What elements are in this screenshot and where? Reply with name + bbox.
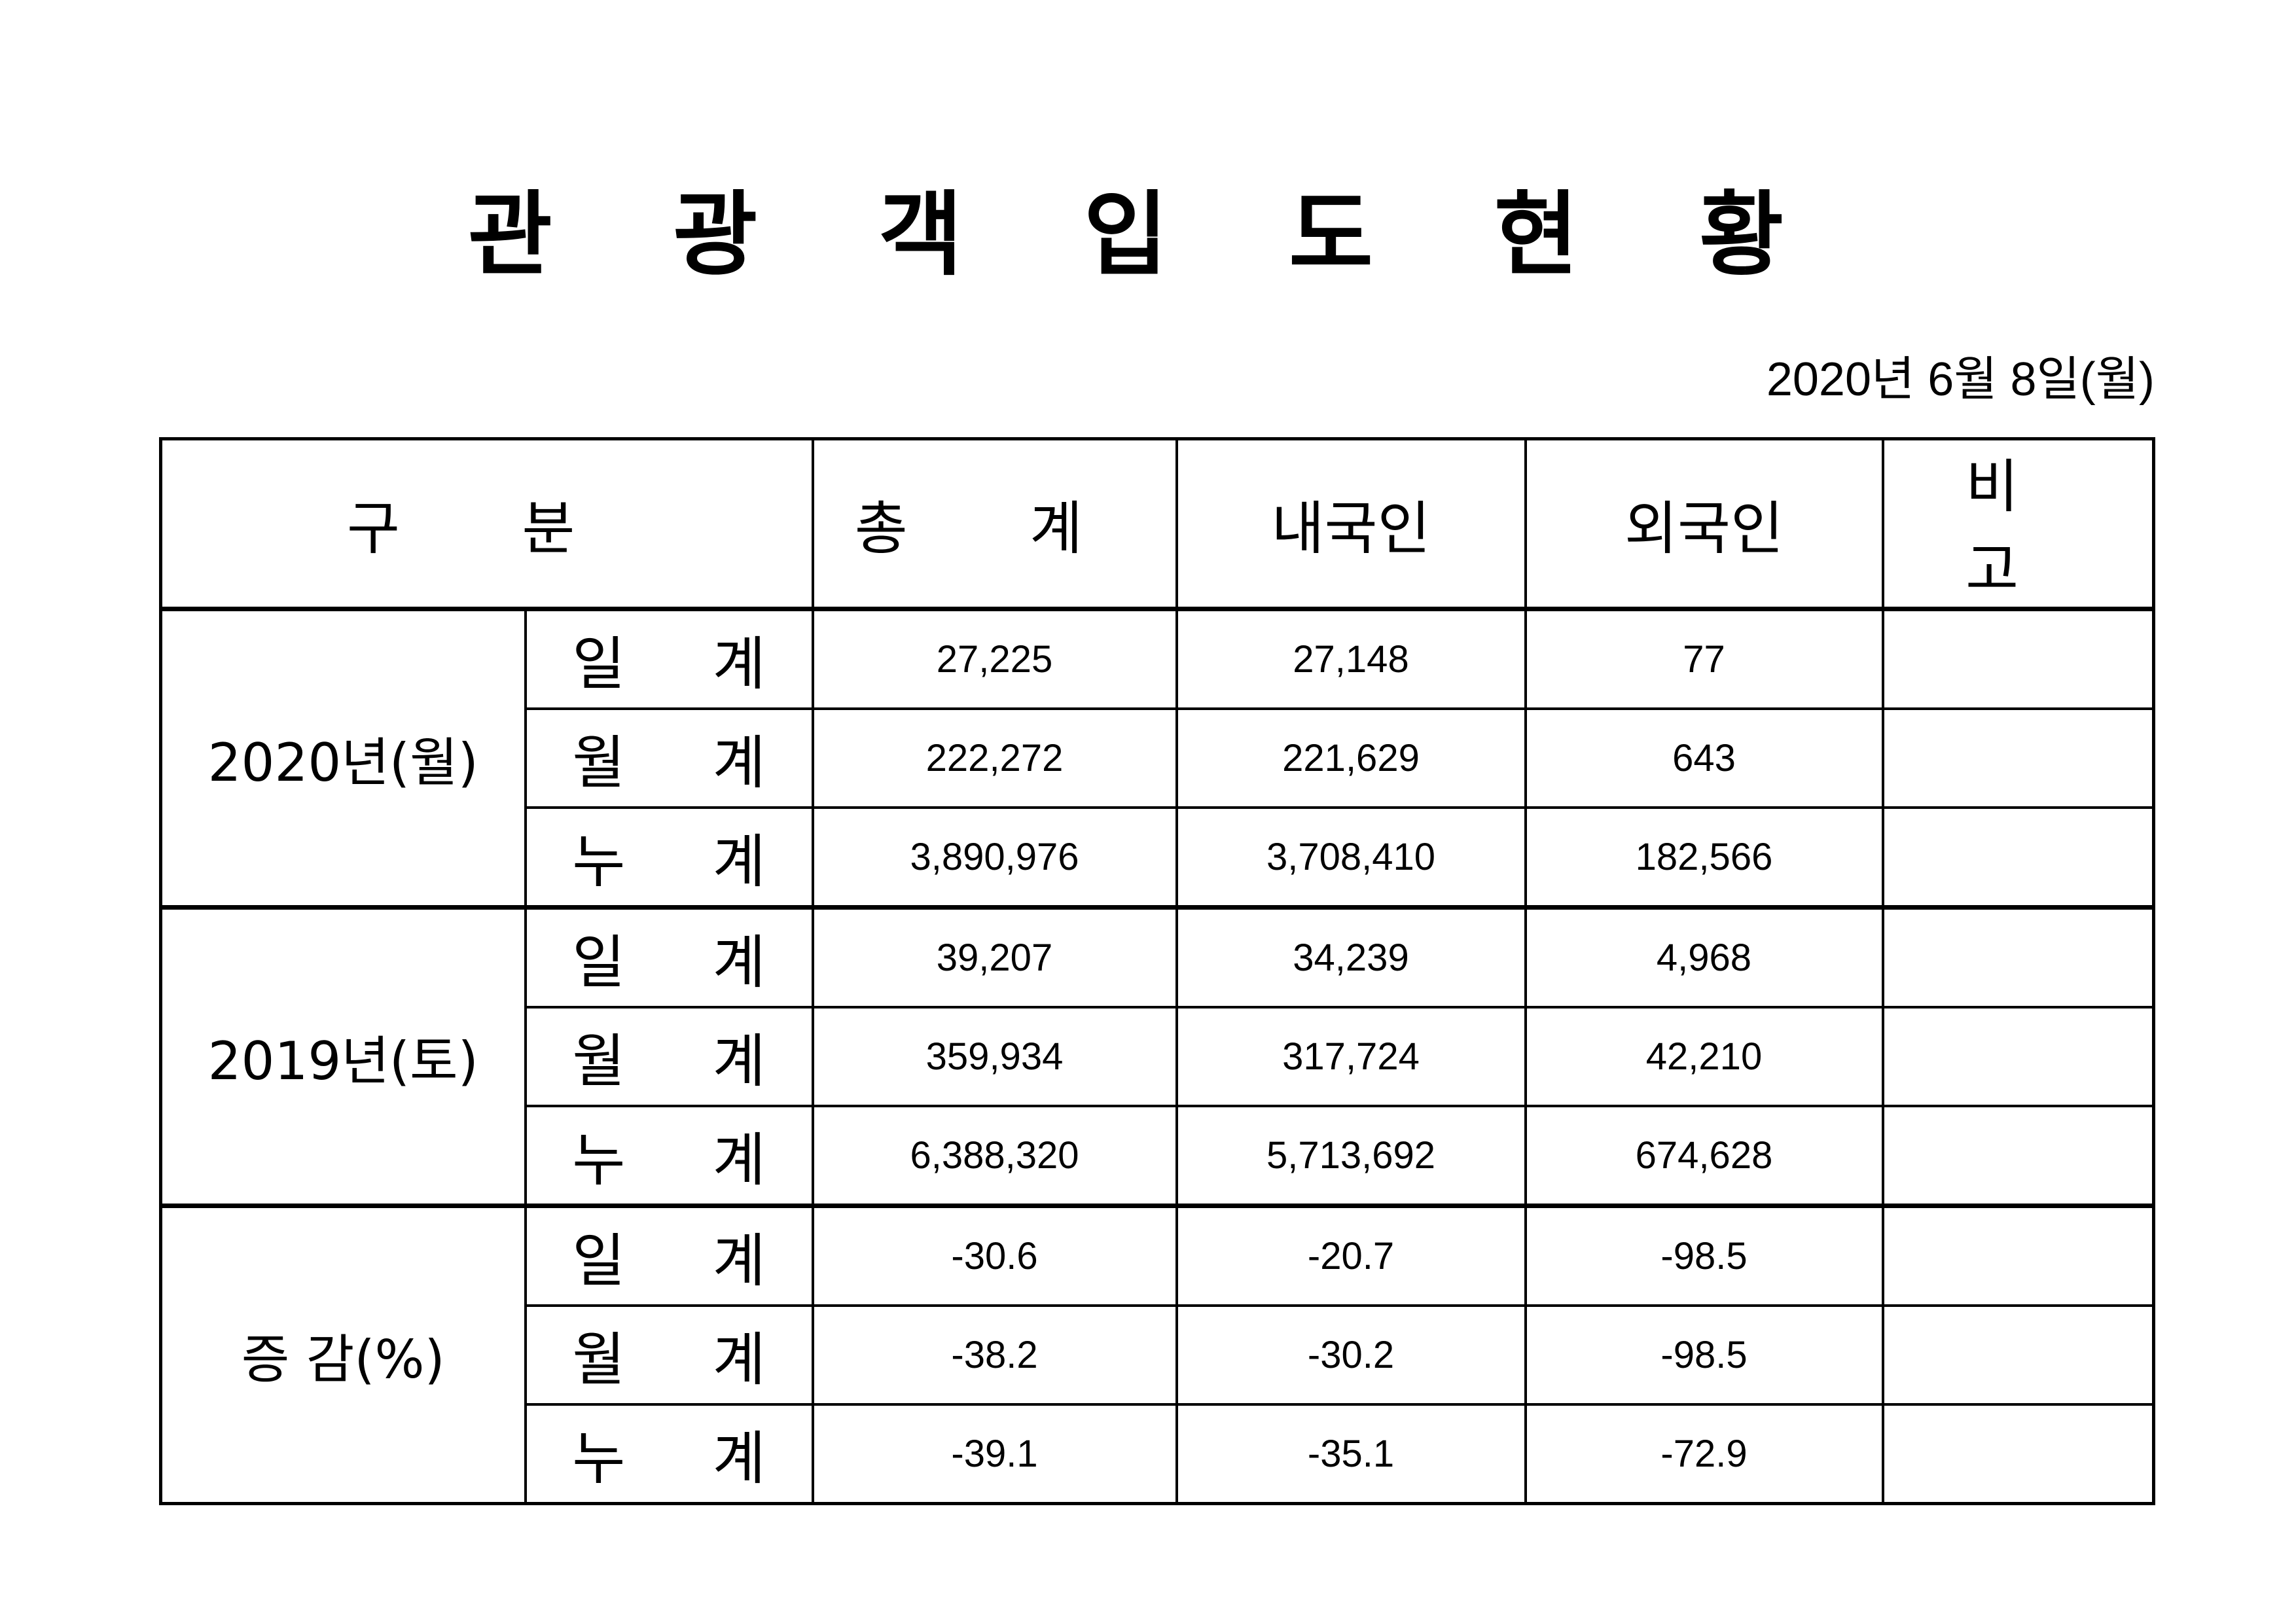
cell-total: 6,388,320 xyxy=(811,1105,1178,1207)
header-domestic: 내국인 xyxy=(1175,437,1527,611)
row-label: 월 계 xyxy=(524,1006,814,1107)
row-label: 월 계 xyxy=(524,1304,814,1406)
cell-total: 222,272 xyxy=(811,707,1178,809)
table-row: 월 계 359,934 317,724 42,210 xyxy=(161,1006,2155,1107)
tourist-arrivals-table: 구 분 총 계 내국인 외국인 비 고 2020년(월) 일 계 27,225 … xyxy=(159,437,2155,1505)
cell-foreign: -98.5 xyxy=(1524,1204,1884,1307)
cell-remarks xyxy=(1881,1304,2155,1406)
cell-domestic: 34,239 xyxy=(1175,905,1527,1008)
header-remarks: 비 고 xyxy=(1881,437,2155,611)
cell-total: 3,890,976 xyxy=(811,806,1178,909)
row-label: 누 계 xyxy=(524,1403,814,1505)
cell-remarks xyxy=(1881,806,2155,909)
cell-remarks xyxy=(1881,607,2155,710)
row-label: 월 계 xyxy=(524,707,814,809)
cell-domestic: 5,713,692 xyxy=(1175,1105,1527,1207)
cell-domestic: 27,148 xyxy=(1175,607,1527,710)
report-date: 2020년 6월 8일(월) xyxy=(1766,353,2155,406)
cell-remarks xyxy=(1881,1006,2155,1107)
cell-total: -30.6 xyxy=(811,1204,1178,1307)
cell-foreign: -72.9 xyxy=(1524,1403,1884,1505)
cell-remarks xyxy=(1881,707,2155,809)
cell-total: 39,207 xyxy=(811,905,1178,1008)
cell-foreign: 674,628 xyxy=(1524,1105,1884,1207)
cell-domestic: -20.7 xyxy=(1175,1204,1527,1307)
cell-total: -38.2 xyxy=(811,1304,1178,1406)
cell-foreign: 4,968 xyxy=(1524,905,1884,1008)
cell-domestic: 3,708,410 xyxy=(1175,806,1527,909)
group-label-2019: 2019년(토) xyxy=(159,905,527,1207)
header-row: 구 분 총 계 내국인 외국인 비 고 xyxy=(159,437,2155,611)
cell-foreign: 77 xyxy=(1524,607,1884,710)
cell-foreign: 182,566 xyxy=(1524,806,1884,909)
header-total: 총 계 xyxy=(811,437,1178,611)
table-row: 증 감(%) 일 계 -30.6 -20.7 -98.5 xyxy=(159,1204,2155,1505)
cell-remarks xyxy=(1881,1204,2155,1307)
cell-foreign: -98.5 xyxy=(1524,1304,1884,1406)
cell-total: -39.1 xyxy=(811,1403,1178,1505)
group-label-2020: 2020년(월) xyxy=(159,607,527,909)
table-row: 월 계 -38.2 -30.2 -98.5 xyxy=(161,1304,2155,1406)
table-row: 누 계 3,890,976 3,708,410 182,566 xyxy=(161,806,2155,909)
cell-total: 359,934 xyxy=(811,1006,1178,1107)
row-label: 일 계 xyxy=(524,1204,814,1307)
table-row: 2020년(월) 일 계 27,225 27,148 77 xyxy=(159,607,2155,909)
document-title: 관 광 객 입 도 현 황 xyxy=(467,182,1829,289)
cell-remarks xyxy=(1881,1403,2155,1505)
header-category: 구 분 xyxy=(159,437,814,611)
cell-remarks xyxy=(1881,1105,2155,1207)
cell-domestic: -35.1 xyxy=(1175,1403,1527,1505)
cell-foreign: 42,210 xyxy=(1524,1006,1884,1107)
table-row: 누 계 6,388,320 5,713,692 674,628 xyxy=(161,1105,2155,1207)
table-row: 누 계 -39.1 -35.1 -72.9 xyxy=(161,1403,2155,1505)
group-label-change: 증 감(%) xyxy=(159,1204,527,1505)
cell-domestic: 317,724 xyxy=(1175,1006,1527,1107)
cell-domestic: 221,629 xyxy=(1175,707,1527,809)
cell-total: 27,225 xyxy=(811,607,1178,710)
row-label: 일 계 xyxy=(524,905,814,1008)
row-label: 누 계 xyxy=(524,1105,814,1207)
row-label: 일 계 xyxy=(524,607,814,710)
table-row: 월 계 222,272 221,629 643 xyxy=(161,707,2155,809)
cell-domestic: -30.2 xyxy=(1175,1304,1527,1406)
cell-foreign: 643 xyxy=(1524,707,1884,809)
cell-remarks xyxy=(1881,905,2155,1008)
row-label: 누 계 xyxy=(524,806,814,909)
header-foreign: 외국인 xyxy=(1524,437,1884,611)
table-row: 2019년(토) 일 계 39,207 34,239 4,968 xyxy=(159,905,2155,1207)
